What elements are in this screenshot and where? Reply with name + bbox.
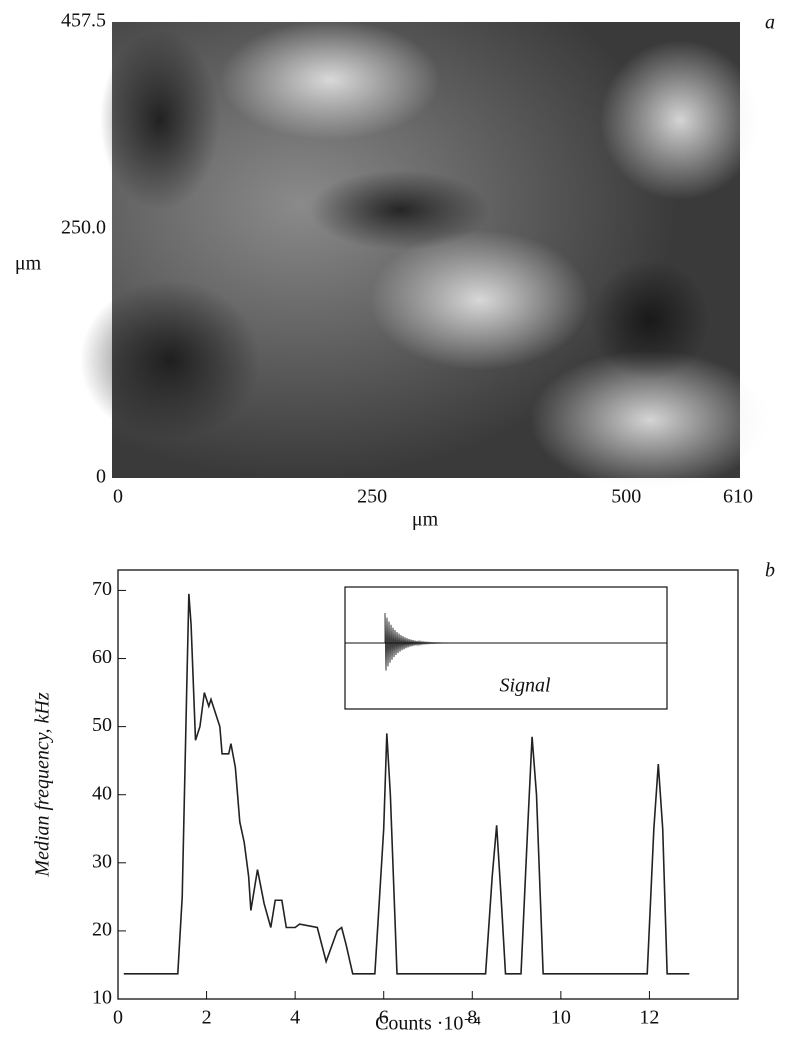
panel-label: a [765, 12, 775, 34]
y-tick-label: 10 [92, 987, 112, 1009]
y-tick-label: 30 [92, 850, 112, 872]
x-tick-label: 0 [113, 486, 123, 508]
x-tick-label: 12 [639, 1007, 659, 1029]
y-axis-label: Median frequency, kHz [32, 692, 54, 877]
x-tick-label: 8 [467, 1007, 477, 1029]
x-tick-label: 2 [202, 1007, 212, 1029]
x-tick-label: 610 [723, 486, 753, 508]
x-tick-label: 10 [551, 1007, 571, 1029]
x-tick-label: 500 [611, 486, 641, 508]
y-tick-label: 250.0 [61, 216, 106, 238]
panel-label: b [765, 560, 775, 582]
inset-label: Signal [499, 675, 551, 697]
x-tick-label: 250 [357, 486, 387, 508]
y-tick-label: 20 [92, 918, 112, 940]
x-axis-label: μm [412, 509, 439, 531]
data-line [123, 593, 690, 975]
y-tick-label: 50 [92, 714, 112, 736]
y-tick-label: 60 [92, 646, 112, 668]
y-tick-label: 0 [96, 466, 106, 488]
micrograph [80, 20, 770, 490]
x-axis-label: Counts ·10⁻⁴ [375, 1013, 481, 1035]
y-tick-label: 70 [92, 578, 112, 600]
x-tick-label: 4 [290, 1007, 300, 1029]
y-tick-label: 457.5 [61, 10, 106, 32]
x-tick-label: 6 [379, 1007, 389, 1029]
y-tick-label: 40 [92, 782, 112, 804]
x-tick-label: 0 [113, 1007, 123, 1029]
y-axis-label: μm [15, 253, 42, 275]
plot-frame [117, 569, 739, 1000]
inset [344, 586, 668, 710]
